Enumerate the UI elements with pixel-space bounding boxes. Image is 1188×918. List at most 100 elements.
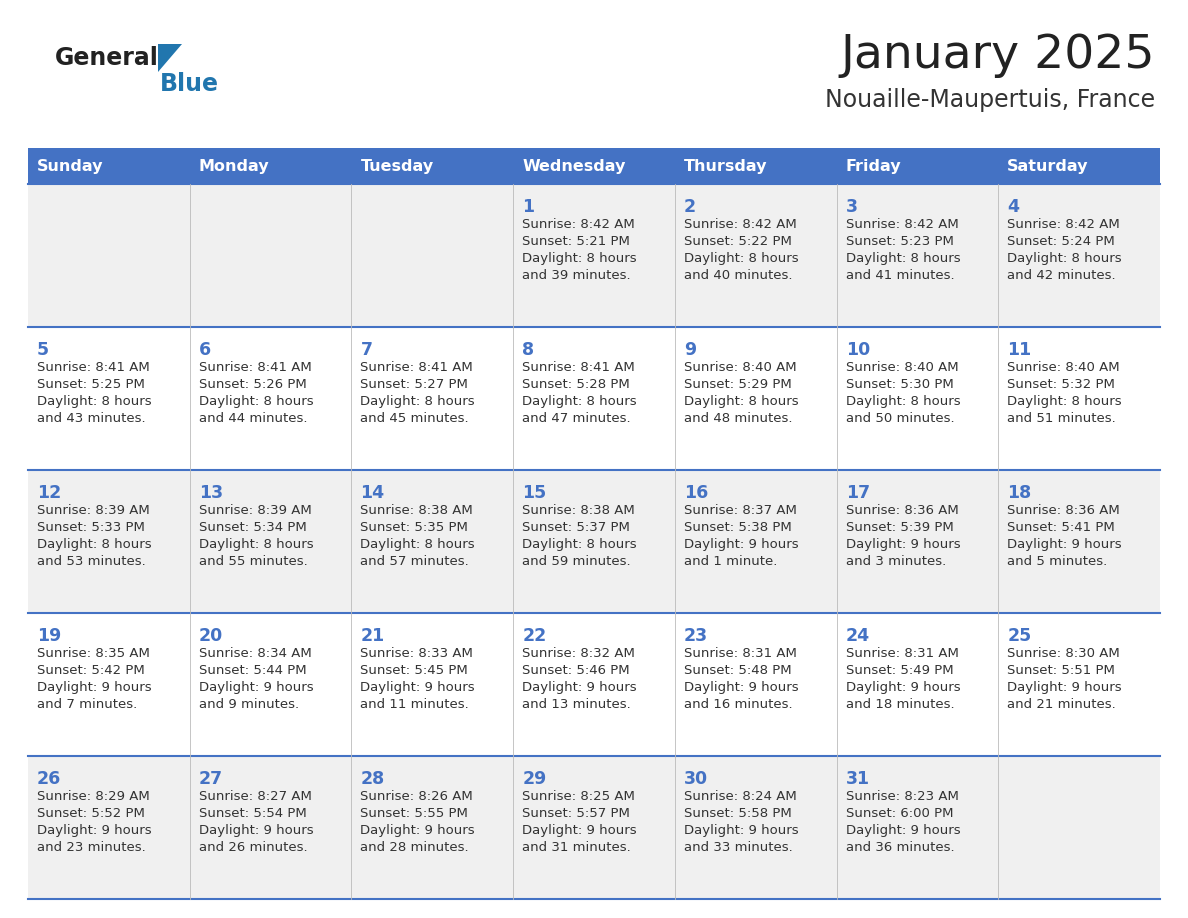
Text: Sunset: 5:48 PM: Sunset: 5:48 PM <box>684 664 791 677</box>
Text: and 9 minutes.: and 9 minutes. <box>198 698 299 711</box>
Text: and 48 minutes.: and 48 minutes. <box>684 412 792 425</box>
Text: Friday: Friday <box>846 159 902 174</box>
Text: Sunrise: 8:41 AM: Sunrise: 8:41 AM <box>523 361 634 374</box>
Text: Daylight: 9 hours: Daylight: 9 hours <box>1007 538 1121 551</box>
Text: Sunday: Sunday <box>37 159 103 174</box>
Text: Daylight: 9 hours: Daylight: 9 hours <box>1007 681 1121 694</box>
Text: 8: 8 <box>523 341 535 359</box>
Text: Daylight: 8 hours: Daylight: 8 hours <box>523 538 637 551</box>
Text: and 26 minutes.: and 26 minutes. <box>198 841 308 854</box>
Text: and 42 minutes.: and 42 minutes. <box>1007 269 1116 282</box>
Text: and 51 minutes.: and 51 minutes. <box>1007 412 1116 425</box>
Text: and 45 minutes.: and 45 minutes. <box>360 412 469 425</box>
Text: 13: 13 <box>198 484 223 502</box>
Text: Daylight: 9 hours: Daylight: 9 hours <box>360 824 475 837</box>
Text: and 44 minutes.: and 44 minutes. <box>198 412 308 425</box>
Text: Sunrise: 8:24 AM: Sunrise: 8:24 AM <box>684 790 797 803</box>
Text: Daylight: 9 hours: Daylight: 9 hours <box>198 681 314 694</box>
Bar <box>29 184 1159 327</box>
Text: General: General <box>55 46 159 70</box>
Text: Sunrise: 8:42 AM: Sunrise: 8:42 AM <box>1007 218 1120 231</box>
Text: and 53 minutes.: and 53 minutes. <box>37 555 146 568</box>
Bar <box>190 148 352 184</box>
Text: Sunset: 5:45 PM: Sunset: 5:45 PM <box>360 664 468 677</box>
Text: 4: 4 <box>1007 198 1019 216</box>
Text: 22: 22 <box>523 627 546 645</box>
Text: Daylight: 8 hours: Daylight: 8 hours <box>846 395 960 408</box>
Text: Sunset: 5:35 PM: Sunset: 5:35 PM <box>360 521 468 534</box>
Text: 29: 29 <box>523 770 546 788</box>
Text: Sunset: 5:57 PM: Sunset: 5:57 PM <box>523 807 630 820</box>
Text: Sunrise: 8:41 AM: Sunrise: 8:41 AM <box>198 361 311 374</box>
Text: Daylight: 8 hours: Daylight: 8 hours <box>198 538 314 551</box>
Text: Daylight: 8 hours: Daylight: 8 hours <box>360 395 475 408</box>
Text: Blue: Blue <box>160 72 219 96</box>
Text: 11: 11 <box>1007 341 1031 359</box>
Text: and 23 minutes.: and 23 minutes. <box>37 841 146 854</box>
Text: Sunset: 5:34 PM: Sunset: 5:34 PM <box>198 521 307 534</box>
Text: and 33 minutes.: and 33 minutes. <box>684 841 792 854</box>
Text: Sunset: 5:55 PM: Sunset: 5:55 PM <box>360 807 468 820</box>
Text: and 39 minutes.: and 39 minutes. <box>523 269 631 282</box>
Text: Sunset: 5:52 PM: Sunset: 5:52 PM <box>37 807 145 820</box>
Text: Daylight: 9 hours: Daylight: 9 hours <box>684 538 798 551</box>
Text: 16: 16 <box>684 484 708 502</box>
Text: 3: 3 <box>846 198 858 216</box>
Text: January 2025: January 2025 <box>840 32 1155 77</box>
Text: Sunrise: 8:31 AM: Sunrise: 8:31 AM <box>684 647 797 660</box>
Bar <box>29 613 1159 756</box>
Text: Sunset: 5:46 PM: Sunset: 5:46 PM <box>523 664 630 677</box>
Text: and 11 minutes.: and 11 minutes. <box>360 698 469 711</box>
Text: and 7 minutes.: and 7 minutes. <box>37 698 138 711</box>
Text: Sunset: 6:00 PM: Sunset: 6:00 PM <box>846 807 953 820</box>
Text: Sunset: 5:21 PM: Sunset: 5:21 PM <box>523 235 630 248</box>
Text: and 31 minutes.: and 31 minutes. <box>523 841 631 854</box>
Text: Daylight: 9 hours: Daylight: 9 hours <box>198 824 314 837</box>
Text: Sunset: 5:41 PM: Sunset: 5:41 PM <box>1007 521 1116 534</box>
Text: Sunrise: 8:33 AM: Sunrise: 8:33 AM <box>360 647 473 660</box>
Text: and 3 minutes.: and 3 minutes. <box>846 555 946 568</box>
Text: 24: 24 <box>846 627 870 645</box>
Text: Sunrise: 8:35 AM: Sunrise: 8:35 AM <box>37 647 150 660</box>
Text: and 47 minutes.: and 47 minutes. <box>523 412 631 425</box>
Text: and 59 minutes.: and 59 minutes. <box>523 555 631 568</box>
Text: Daylight: 9 hours: Daylight: 9 hours <box>684 824 798 837</box>
Text: Sunrise: 8:37 AM: Sunrise: 8:37 AM <box>684 504 797 517</box>
Bar <box>29 148 190 184</box>
Text: 14: 14 <box>360 484 385 502</box>
Text: Sunset: 5:24 PM: Sunset: 5:24 PM <box>1007 235 1116 248</box>
Text: Daylight: 8 hours: Daylight: 8 hours <box>37 395 152 408</box>
Text: Sunrise: 8:38 AM: Sunrise: 8:38 AM <box>523 504 634 517</box>
Text: Thursday: Thursday <box>684 159 767 174</box>
Text: Daylight: 9 hours: Daylight: 9 hours <box>523 681 637 694</box>
Text: Sunrise: 8:42 AM: Sunrise: 8:42 AM <box>684 218 797 231</box>
Text: Daylight: 9 hours: Daylight: 9 hours <box>360 681 475 694</box>
Bar <box>352 148 513 184</box>
Text: Daylight: 9 hours: Daylight: 9 hours <box>523 824 637 837</box>
Text: Wednesday: Wednesday <box>523 159 626 174</box>
Text: Sunset: 5:44 PM: Sunset: 5:44 PM <box>198 664 307 677</box>
Text: 27: 27 <box>198 770 223 788</box>
Text: Daylight: 9 hours: Daylight: 9 hours <box>37 681 152 694</box>
Text: Sunset: 5:37 PM: Sunset: 5:37 PM <box>523 521 630 534</box>
Text: 15: 15 <box>523 484 546 502</box>
Text: and 55 minutes.: and 55 minutes. <box>198 555 308 568</box>
Text: and 50 minutes.: and 50 minutes. <box>846 412 954 425</box>
Text: Sunset: 5:23 PM: Sunset: 5:23 PM <box>846 235 954 248</box>
Text: and 36 minutes.: and 36 minutes. <box>846 841 954 854</box>
Text: and 21 minutes.: and 21 minutes. <box>1007 698 1116 711</box>
Text: Sunrise: 8:32 AM: Sunrise: 8:32 AM <box>523 647 636 660</box>
Text: Saturday: Saturday <box>1007 159 1088 174</box>
Text: Sunset: 5:49 PM: Sunset: 5:49 PM <box>846 664 953 677</box>
Text: 7: 7 <box>360 341 372 359</box>
Text: 17: 17 <box>846 484 870 502</box>
Text: and 13 minutes.: and 13 minutes. <box>523 698 631 711</box>
Text: Daylight: 8 hours: Daylight: 8 hours <box>523 252 637 265</box>
Text: Sunrise: 8:41 AM: Sunrise: 8:41 AM <box>360 361 473 374</box>
Text: 9: 9 <box>684 341 696 359</box>
Text: and 5 minutes.: and 5 minutes. <box>1007 555 1107 568</box>
Text: Sunrise: 8:39 AM: Sunrise: 8:39 AM <box>37 504 150 517</box>
Text: Sunrise: 8:39 AM: Sunrise: 8:39 AM <box>198 504 311 517</box>
Text: Sunrise: 8:25 AM: Sunrise: 8:25 AM <box>523 790 636 803</box>
Text: Sunset: 5:25 PM: Sunset: 5:25 PM <box>37 378 145 391</box>
